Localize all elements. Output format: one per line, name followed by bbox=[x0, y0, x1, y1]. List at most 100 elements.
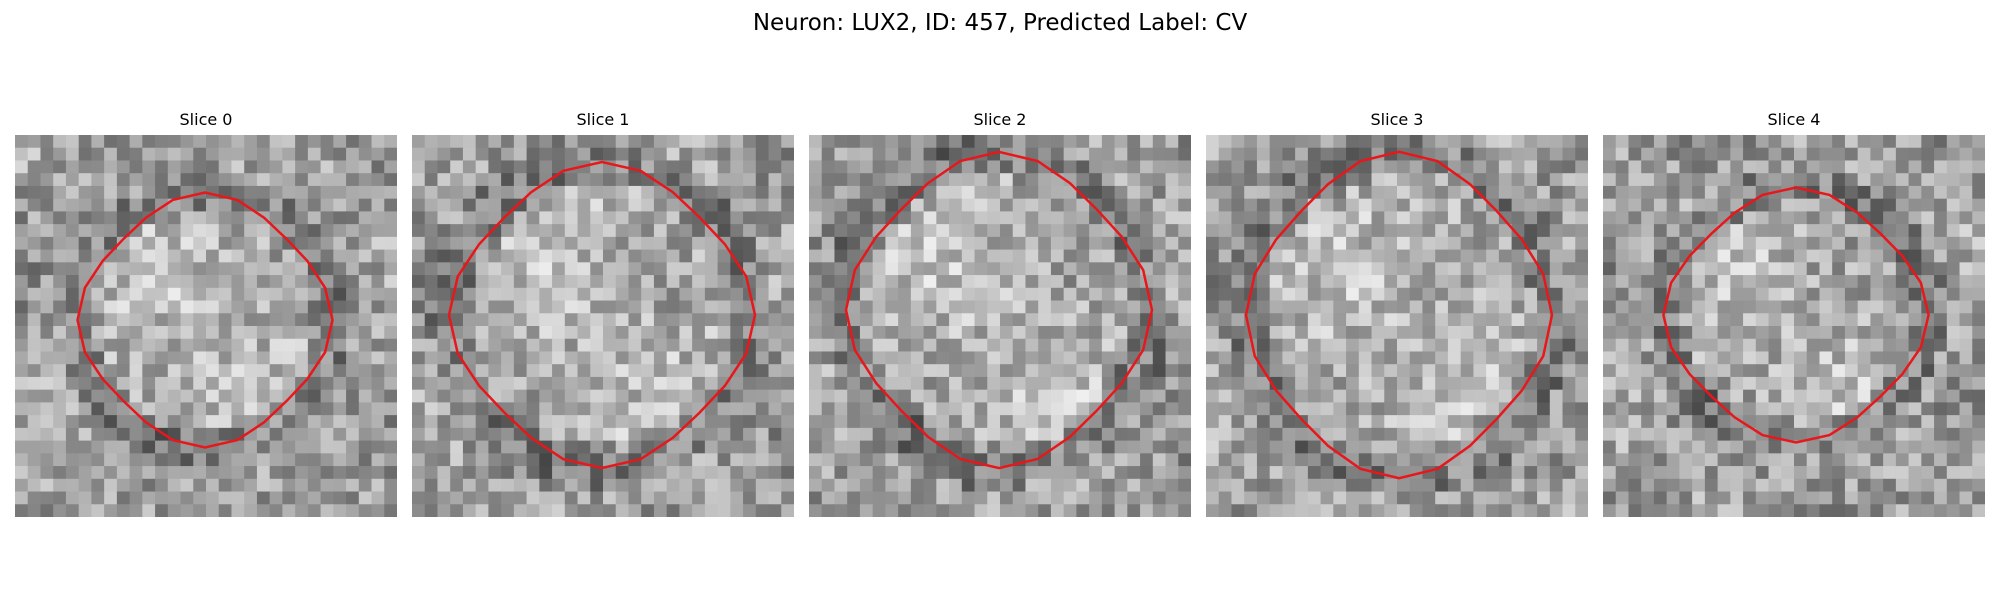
pixel bbox=[974, 478, 988, 493]
pixel bbox=[1794, 427, 1808, 442]
pixel bbox=[859, 275, 874, 289]
pixel bbox=[1012, 376, 1027, 391]
pixel bbox=[1140, 415, 1154, 429]
pixel bbox=[1781, 364, 1795, 378]
pixel bbox=[679, 389, 693, 403]
pixel bbox=[1908, 427, 1922, 442]
pixel bbox=[821, 440, 836, 454]
pixel bbox=[641, 504, 655, 517]
pixel bbox=[295, 351, 309, 365]
pixel bbox=[1152, 466, 1167, 480]
pixel bbox=[859, 326, 874, 340]
pixel bbox=[743, 415, 757, 429]
pixel bbox=[1282, 338, 1296, 353]
pixel bbox=[666, 389, 680, 403]
pixel bbox=[1603, 427, 1617, 442]
pixel bbox=[974, 173, 988, 187]
pixel bbox=[116, 440, 131, 454]
pixel bbox=[333, 313, 347, 327]
pixel bbox=[987, 224, 1001, 238]
pixel bbox=[1806, 351, 1821, 365]
pixel bbox=[437, 491, 451, 505]
pixel bbox=[320, 262, 334, 276]
pixel bbox=[53, 313, 67, 327]
pixel bbox=[1114, 389, 1128, 403]
pixel bbox=[371, 300, 385, 314]
pixel bbox=[641, 224, 655, 238]
pixel bbox=[193, 147, 207, 162]
pixel-grid bbox=[809, 135, 1191, 517]
pixel bbox=[450, 389, 464, 403]
pixel bbox=[910, 135, 925, 149]
pixel bbox=[974, 185, 988, 200]
pixel bbox=[526, 313, 540, 327]
pixel bbox=[1972, 453, 1985, 467]
pixel bbox=[1422, 402, 1436, 416]
pixel bbox=[295, 313, 309, 327]
pixel bbox=[526, 326, 540, 340]
pixel bbox=[628, 402, 642, 416]
pixel bbox=[821, 402, 836, 416]
pixel bbox=[501, 173, 515, 187]
pixel bbox=[1101, 440, 1116, 454]
pixel bbox=[320, 402, 334, 416]
pixel bbox=[1653, 326, 1668, 340]
pixel bbox=[1076, 313, 1090, 327]
pixel bbox=[307, 185, 322, 200]
pixel bbox=[755, 427, 770, 442]
pixel bbox=[974, 491, 988, 505]
pixel bbox=[104, 440, 118, 454]
pixel bbox=[256, 338, 271, 353]
pixel bbox=[1575, 211, 1588, 225]
pixel bbox=[333, 173, 347, 187]
pixel bbox=[1959, 478, 1973, 493]
pixel bbox=[641, 185, 655, 200]
pixel bbox=[1076, 262, 1090, 276]
pixel bbox=[1206, 185, 1220, 200]
pixel bbox=[1256, 389, 1271, 403]
pixel bbox=[1524, 338, 1538, 353]
pixel bbox=[91, 185, 105, 200]
pixel bbox=[40, 466, 54, 480]
pixel bbox=[206, 376, 220, 391]
pixel bbox=[65, 326, 80, 340]
pixel bbox=[1038, 326, 1052, 340]
pixel bbox=[218, 236, 233, 251]
pixel bbox=[1562, 249, 1576, 263]
pixel bbox=[1743, 275, 1757, 289]
pixel bbox=[1206, 313, 1220, 327]
pixel bbox=[129, 313, 143, 327]
pixel bbox=[462, 135, 477, 149]
pixel bbox=[847, 147, 861, 162]
pixel bbox=[1562, 504, 1576, 517]
pixel bbox=[1717, 262, 1731, 276]
pixel bbox=[653, 135, 668, 149]
pixel bbox=[1397, 185, 1411, 200]
pixel bbox=[1806, 402, 1821, 416]
pixel bbox=[1641, 389, 1655, 403]
pixel bbox=[27, 466, 42, 480]
pixel bbox=[424, 440, 439, 454]
pixel bbox=[704, 376, 719, 391]
pixel bbox=[269, 466, 283, 480]
pixel bbox=[1781, 160, 1795, 174]
pixel bbox=[1870, 135, 1884, 149]
pixel bbox=[40, 173, 54, 187]
pixel bbox=[1269, 185, 1283, 200]
pixel bbox=[412, 376, 426, 391]
pixel bbox=[936, 415, 950, 429]
pixel bbox=[834, 351, 848, 365]
pixel bbox=[244, 402, 258, 416]
pixel bbox=[1256, 313, 1271, 327]
pixel bbox=[641, 326, 655, 340]
pixel bbox=[206, 402, 220, 416]
pixel bbox=[424, 427, 439, 442]
pixel bbox=[1717, 287, 1731, 302]
pixel bbox=[1295, 275, 1309, 289]
pixel bbox=[1152, 504, 1167, 517]
pixel bbox=[1447, 402, 1462, 416]
pixel bbox=[1959, 147, 1973, 162]
pixel bbox=[53, 198, 67, 212]
pixel bbox=[1101, 491, 1116, 505]
pixel bbox=[167, 389, 182, 403]
